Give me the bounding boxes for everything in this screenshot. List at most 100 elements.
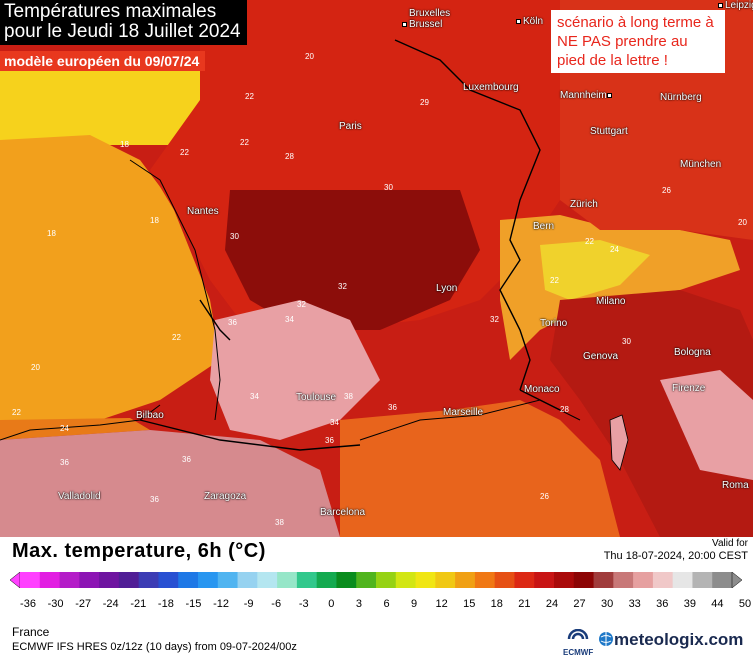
colorbar-segment [217, 572, 239, 588]
colorbar-segment [554, 572, 575, 588]
city-valladolid: Valladolid [58, 491, 101, 502]
colorbar-tick-label: -9 [243, 598, 254, 610]
colorbar-tick-label: 0 [328, 598, 335, 610]
meteologix-globe-icon [599, 632, 613, 646]
map-canvas [0, 0, 753, 537]
city-monaco: Monaco [524, 384, 560, 395]
colorbar-segment [59, 572, 80, 588]
colorbar-segment [39, 572, 61, 588]
colorbar-segment [316, 572, 337, 588]
isotherm-label: 28 [285, 152, 294, 161]
city-torino: Torino [540, 318, 568, 329]
city-bern: Bern [533, 221, 555, 232]
isotherm-label: 20 [305, 52, 314, 61]
forecast-title: Températures maximales pour le Jeudi 18 … [0, 0, 247, 45]
italy-hot-zone [550, 290, 753, 537]
colorbar-segment [415, 572, 436, 588]
city-mannheim: Mannheim [560, 90, 614, 101]
isotherm-label: 22 [180, 148, 189, 157]
colorbar-segment [79, 572, 100, 588]
isotherm-label: 36 [182, 455, 191, 464]
iberia-very-hot-zone [0, 430, 340, 537]
colorbar-tick-label: 50 [738, 598, 752, 610]
colorbar-tick-label: 21 [518, 598, 531, 610]
colorbar-segment [198, 572, 219, 588]
colorbar-tick-label: -21 [130, 598, 147, 610]
city-marseille: Marseille [443, 407, 484, 418]
isotherm-label: 36 [325, 436, 334, 445]
colorbar-segment [20, 572, 41, 588]
city-milano: Milano [596, 296, 626, 307]
title-line-1: Températures maximales [4, 1, 217, 22]
alps-peak-zone [540, 240, 650, 300]
isotherm-label: 22 [585, 237, 594, 246]
model-note: modèle européen du 09/07/24 [0, 51, 206, 71]
colorbar-segment [593, 572, 614, 588]
city-stuttgart: Stuttgart [590, 126, 628, 137]
isotherm-label: 34 [330, 418, 339, 427]
colorbar-segment [573, 572, 595, 588]
isotherm-label: 18 [150, 216, 159, 225]
colorbar-tick-label: -3 [298, 598, 309, 610]
isotherm-label: 26 [540, 492, 549, 501]
ecmwf-logo: ECMWF [563, 628, 593, 657]
isotherm-label: 22 [550, 276, 559, 285]
colorbar-tick-label: 12 [435, 598, 448, 610]
colorbar-segment [99, 572, 120, 588]
isotherm-label: 34 [250, 392, 259, 401]
coastline [0, 159, 581, 441]
city-bologna: Bologna [674, 347, 711, 358]
city-lyon: Lyon [436, 283, 458, 294]
isotherm-label: 38 [344, 392, 353, 401]
meteologix-brand[interactable]: meteologix.com [598, 630, 743, 650]
mediterranean-sea-zone [340, 400, 620, 537]
isotherm-label: 18 [120, 140, 129, 149]
ecmwf-icon [567, 628, 589, 640]
valid-date: Thu 18-07-2024, 20:00 CEST [603, 550, 748, 562]
temperature-colorbar [10, 572, 742, 588]
colorbar-segment [158, 572, 179, 588]
isotherm-label: 32 [297, 300, 306, 309]
colorbar-segment [712, 572, 733, 588]
city-bruxelles: Bruxelles Brussel [402, 8, 459, 30]
colorbar-segment [633, 572, 654, 588]
isotherm-label: 20 [31, 363, 40, 372]
isotherm-label: 22 [12, 408, 21, 417]
colorbar-tick-label: 39 [683, 598, 696, 610]
isotherm-label: 36 [150, 495, 159, 504]
isotherm-label: 28 [560, 405, 569, 414]
city-paris: Paris [339, 121, 362, 132]
colorbar-segment [534, 572, 555, 588]
atlantic-sea-zone [0, 135, 220, 420]
colorbar-segment [257, 572, 278, 588]
title-line-2: pour le Jeudi 18 Juillet 2024 [4, 21, 241, 42]
isotherm-label: 34 [285, 315, 294, 324]
isotherm-label: 36 [60, 458, 69, 467]
colorbar-segment [237, 572, 258, 588]
colorbar-tick-label: 18 [490, 598, 503, 610]
colorbar-tick-label: 15 [463, 598, 476, 610]
colorbar-segment [277, 572, 298, 588]
isotherm-label: 38 [275, 518, 284, 527]
city-nantes: Nantes [187, 206, 219, 217]
colorbar-tick-label: -27 [75, 598, 92, 610]
isotherm-label: 22 [172, 333, 181, 342]
isotherm-label: 36 [228, 318, 237, 327]
city-luxembourg: Luxembourg [463, 82, 519, 93]
colorbar-segment [336, 572, 357, 588]
city-roma: Roma [722, 480, 749, 491]
isotherm-label: 30 [230, 232, 239, 241]
isotherm-label: 32 [338, 282, 347, 291]
isotherm-label: 36 [388, 403, 397, 412]
country-borders [139, 39, 561, 451]
colorbar-tick-label: -24 [102, 598, 119, 610]
colorbar-tick-label: -12 [213, 598, 229, 610]
colorbar-max-arrow [731, 572, 742, 588]
region-label: France [12, 625, 50, 639]
colorbar-segment [376, 572, 397, 588]
colorbar-tick-label: 3 [355, 598, 362, 610]
city-nurnberg: Nürnberg [660, 92, 702, 103]
isotherm-label: 26 [662, 186, 671, 195]
city-barcelona: Barcelona [320, 507, 366, 518]
isotherm-label: 24 [60, 424, 69, 433]
